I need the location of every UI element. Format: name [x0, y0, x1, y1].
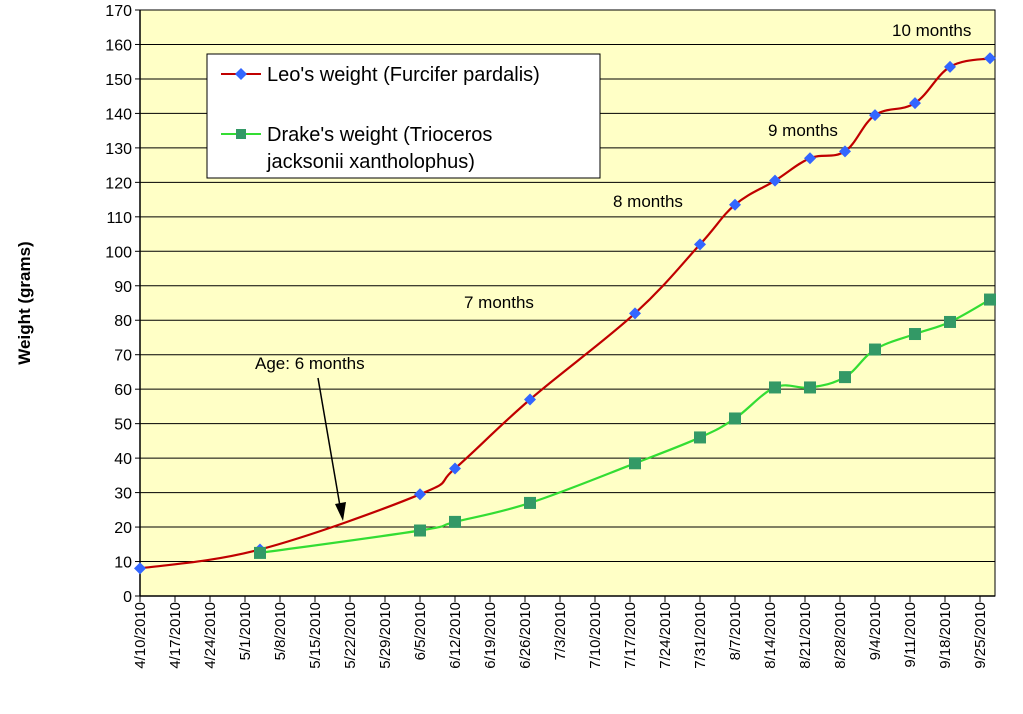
- x-tick-label: 9/4/2010: [867, 602, 884, 660]
- x-tick-label: 8/21/2010: [797, 602, 814, 669]
- y-tick-label: 0: [123, 589, 132, 606]
- data-point-drake: [254, 546, 266, 559]
- annotation-age-10: 10 months: [892, 21, 971, 40]
- data-point-leo: [449, 462, 461, 475]
- x-tick-label: 4/17/2010: [167, 602, 184, 669]
- x-tick-label: 9/25/2010: [972, 602, 989, 669]
- x-tick-label: 7/10/2010: [587, 602, 604, 669]
- data-point-leo: [869, 109, 881, 122]
- data-point-drake: [449, 515, 461, 528]
- y-tick-label: 110: [106, 210, 132, 227]
- x-tick-label: 6/5/2010: [412, 602, 429, 660]
- y-tick-label: 60: [114, 382, 132, 399]
- annotation-arrowhead: [335, 502, 346, 521]
- x-tick-labels: 4/10/2010 4/17/2010 4/24/2010 5/1/2010 5/8/2…: [132, 602, 989, 669]
- legend: Leo's weight (Furcifer pardalis) Drake's…: [206, 53, 601, 179]
- x-tick-label: 8/14/2010: [762, 602, 779, 669]
- data-point-drake: [839, 371, 851, 384]
- x-tick-label: 4/24/2010: [202, 602, 219, 669]
- data-point-drake: [769, 381, 781, 394]
- x-tick-label: 6/26/2010: [517, 602, 534, 669]
- y-tick-label: 100: [105, 244, 132, 261]
- annotation-arrow: [317, 377, 342, 513]
- annotation-age-8: 8 months: [613, 192, 683, 211]
- x-tick-label: 8/28/2010: [832, 602, 849, 669]
- x-tick-label: 5/22/2010: [342, 602, 359, 669]
- data-point-leo: [694, 238, 706, 251]
- annotation-age-9: 9 months: [768, 121, 838, 140]
- data-point-drake: [984, 293, 996, 306]
- data-point-drake: [524, 496, 536, 509]
- data-point-drake: [944, 315, 956, 328]
- data-point-leo: [629, 307, 641, 320]
- x-tick-label: 6/19/2010: [482, 602, 499, 669]
- x-tick-label: 5/1/2010: [237, 602, 254, 660]
- x-tick-label: 5/8/2010: [272, 602, 289, 660]
- y-axis-label: Weight (grams): [15, 241, 34, 364]
- y-tick-label: 80: [114, 313, 132, 330]
- series-markers: [134, 52, 996, 575]
- x-tick-label: 6/12/2010: [447, 602, 464, 669]
- y-tick-label: 30: [114, 486, 132, 503]
- legend-box: [206, 53, 601, 179]
- data-point-leo: [769, 174, 781, 187]
- y-tick-labels: 0 10 20 30 40 50 60 70 80 90 100 110 120 130 140 150 160…: [105, 3, 132, 606]
- x-tick-label: 7/31/2010: [692, 602, 709, 669]
- legend-drake-marker: [236, 129, 246, 139]
- x-tick-label: 8/7/2010: [727, 602, 744, 660]
- x-tick-label: 5/29/2010: [377, 602, 394, 669]
- y-tick-label: 50: [114, 417, 132, 434]
- y-tick-label: 140: [105, 106, 132, 123]
- y-tick-label: 10: [114, 555, 132, 572]
- x-tick-label: 4/10/2010: [132, 602, 149, 669]
- data-point-leo: [839, 145, 851, 158]
- y-tick-label: 130: [105, 141, 132, 158]
- data-point-drake: [729, 412, 741, 425]
- data-point-drake: [909, 328, 921, 341]
- data-point-drake: [869, 343, 881, 356]
- x-tick-label: 9/18/2010: [937, 602, 954, 669]
- y-tick-label: 160: [105, 37, 132, 54]
- x-tick-label: 7/3/2010: [552, 602, 569, 660]
- annotation-age-6: Age: 6 months: [255, 354, 365, 373]
- y-tick-label: 40: [114, 451, 132, 468]
- y-tick-label: 70: [114, 348, 132, 365]
- data-point-drake: [804, 381, 816, 394]
- y-tick-label: 90: [114, 279, 132, 296]
- data-point-drake: [694, 431, 706, 444]
- data-point-leo: [984, 52, 996, 65]
- data-point-leo: [414, 488, 426, 501]
- y-tick-label: 20: [114, 520, 132, 537]
- x-tick-label: 9/11/2010: [902, 602, 919, 668]
- legend-leo-label: Leo's weight (Furcifer pardalis): [267, 64, 540, 86]
- x-tick-marks: [139, 596, 981, 602]
- annotation-age-7: 7 months: [464, 293, 534, 312]
- legend-drake-label-line2: jacksonii xantholophus): [266, 151, 475, 173]
- data-point-leo: [729, 198, 741, 211]
- data-point-drake: [629, 457, 641, 470]
- legend-leo-marker: [235, 68, 247, 80]
- data-point-leo: [524, 393, 536, 406]
- x-tick-label: 7/17/2010: [622, 602, 639, 669]
- data-point-drake: [414, 524, 426, 537]
- y-tick-label: 170: [105, 3, 132, 20]
- data-point-leo: [134, 562, 146, 575]
- legend-drake-label-line1: Drake's weight (Trioceros: [267, 124, 492, 146]
- x-tick-label: 7/24/2010: [657, 602, 674, 669]
- data-point-leo: [909, 97, 921, 110]
- y-tick-label: 120: [105, 175, 132, 192]
- x-tick-label: 5/15/2010: [307, 602, 324, 669]
- y-tick-label: 150: [105, 72, 132, 89]
- data-point-leo: [944, 60, 956, 73]
- data-point-leo: [804, 152, 816, 165]
